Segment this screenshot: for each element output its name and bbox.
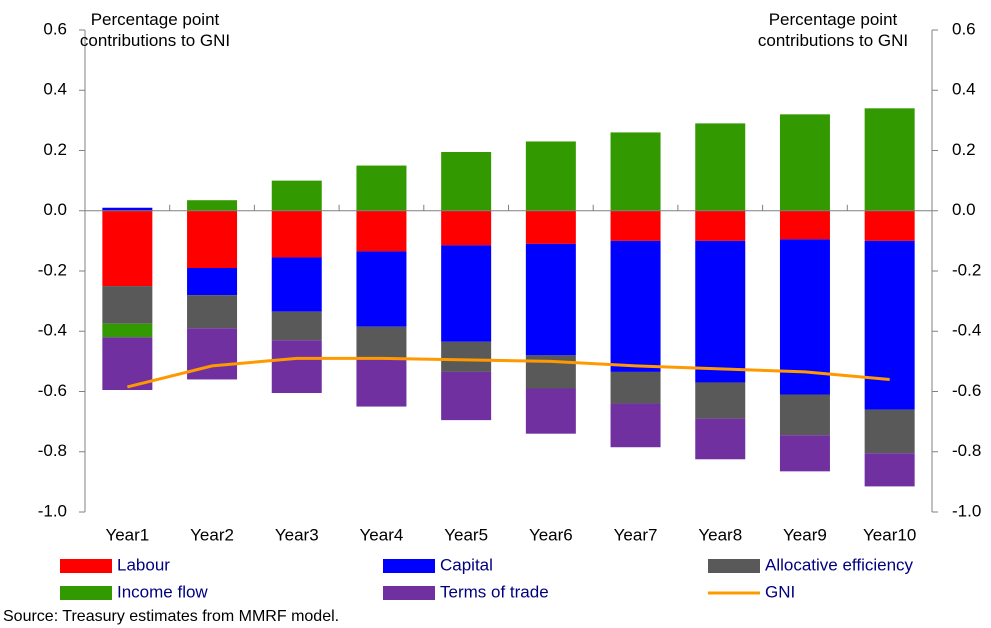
bar-segment — [356, 251, 407, 327]
bar-segment — [271, 311, 322, 341]
bar-segment — [864, 210, 915, 241]
y-tick-label: 0.6 — [43, 19, 67, 38]
bar-segment — [271, 340, 322, 394]
legend-swatch — [383, 586, 435, 600]
bar-segment — [441, 245, 492, 342]
x-tick-label: Year7 — [614, 525, 658, 544]
bar-segment — [779, 435, 830, 472]
bar-segment — [441, 341, 492, 372]
y-tick-label: -1.0 — [38, 501, 67, 520]
bar-segment — [779, 114, 830, 211]
x-tick-label: Year3 — [275, 525, 319, 544]
bar-segment — [102, 323, 153, 338]
y2-tick-label: 0.6 — [952, 19, 976, 38]
y2-tick-label: -0.2 — [952, 260, 981, 279]
y2-tick-label: 0.4 — [952, 80, 976, 99]
y2-tick-label: -0.6 — [952, 381, 981, 400]
y2-tick-label: 0.0 — [952, 200, 976, 219]
legend-swatch — [383, 559, 435, 573]
bar-segment — [271, 210, 322, 258]
bar-segment — [695, 123, 746, 211]
bar-segment — [441, 371, 492, 421]
bar-segment — [525, 388, 576, 434]
bar-segment — [102, 207, 153, 211]
bar-segment — [610, 371, 661, 404]
legend-label: Terms of trade — [440, 582, 549, 601]
legend-label: Capital — [440, 555, 493, 574]
bar-segment — [102, 337, 153, 390]
bar-segment — [610, 210, 661, 241]
legend-label: GNI — [765, 582, 795, 601]
bar-segment — [102, 286, 153, 324]
bar-segment — [695, 240, 746, 383]
bar-segment — [271, 180, 322, 211]
x-tick-label: Year10 — [863, 525, 916, 544]
bar-segment — [356, 326, 407, 359]
bar-segment — [356, 358, 407, 407]
y-tick-label: 0.4 — [43, 80, 67, 99]
x-tick-label: Year9 — [783, 525, 827, 544]
bar-segment — [441, 210, 492, 246]
bar-segment — [187, 200, 238, 211]
bar-segment — [695, 382, 746, 419]
bar-segment — [695, 210, 746, 241]
bar-segment — [610, 132, 661, 211]
y2-tick-label: -0.8 — [952, 441, 981, 460]
bar-segment — [187, 295, 238, 329]
y-tick-label: -0.2 — [38, 260, 67, 279]
bar-segment — [864, 108, 915, 211]
bar-segment — [441, 152, 492, 211]
legend-label: Income flow — [117, 582, 208, 601]
source-note: Source: Treasury estimates from MMRF mod… — [3, 608, 339, 625]
bar-segment — [610, 240, 661, 372]
x-tick-label: Year6 — [529, 525, 573, 544]
legend-label: Allocative efficiency — [765, 555, 914, 574]
legend-label: Labour — [117, 555, 170, 574]
bar-segment — [695, 418, 746, 460]
y-axis-title: Percentage point contributions to GNI — [79, 10, 231, 50]
bar-segment — [779, 210, 830, 240]
bar-segment — [525, 141, 576, 211]
y-tick-label: -0.6 — [38, 381, 67, 400]
bar-segment — [187, 210, 238, 268]
bar-segment — [525, 210, 576, 244]
y2-axis-title: Percentage point contributions to GNI — [757, 10, 909, 50]
x-tick-label: Year8 — [698, 525, 742, 544]
gni-line — [126, 356, 890, 389]
y2-tick-label: -0.4 — [952, 321, 981, 340]
bar-segment — [102, 210, 153, 287]
x-tick-label: Year5 — [444, 525, 488, 544]
bar-segment — [864, 409, 915, 454]
legend-swatch — [60, 586, 112, 600]
y-tick-label: 0.0 — [43, 200, 67, 219]
bar-segment — [779, 394, 830, 436]
x-tick-label: Year1 — [105, 525, 149, 544]
y-tick-label: 0.2 — [43, 140, 67, 159]
y-tick-label: -0.8 — [38, 441, 67, 460]
bar-segment — [271, 257, 322, 312]
bar-segment — [356, 210, 407, 252]
legend-swatch — [60, 559, 112, 573]
y-tick-label: -0.4 — [38, 321, 67, 340]
x-tick-label: Year4 — [360, 525, 404, 544]
bar-segment — [187, 267, 238, 296]
y2-tick-label: 0.2 — [952, 140, 976, 159]
bar-segment — [356, 165, 407, 211]
x-tick-label: Year2 — [190, 525, 234, 544]
legend-swatch — [708, 559, 760, 573]
bar-segment — [779, 239, 830, 395]
bar-segment — [610, 403, 661, 448]
bar-segment — [864, 453, 915, 487]
bar-segment — [525, 243, 576, 356]
y2-tick-label: -1.0 — [952, 501, 981, 520]
bar-segment — [864, 240, 915, 410]
